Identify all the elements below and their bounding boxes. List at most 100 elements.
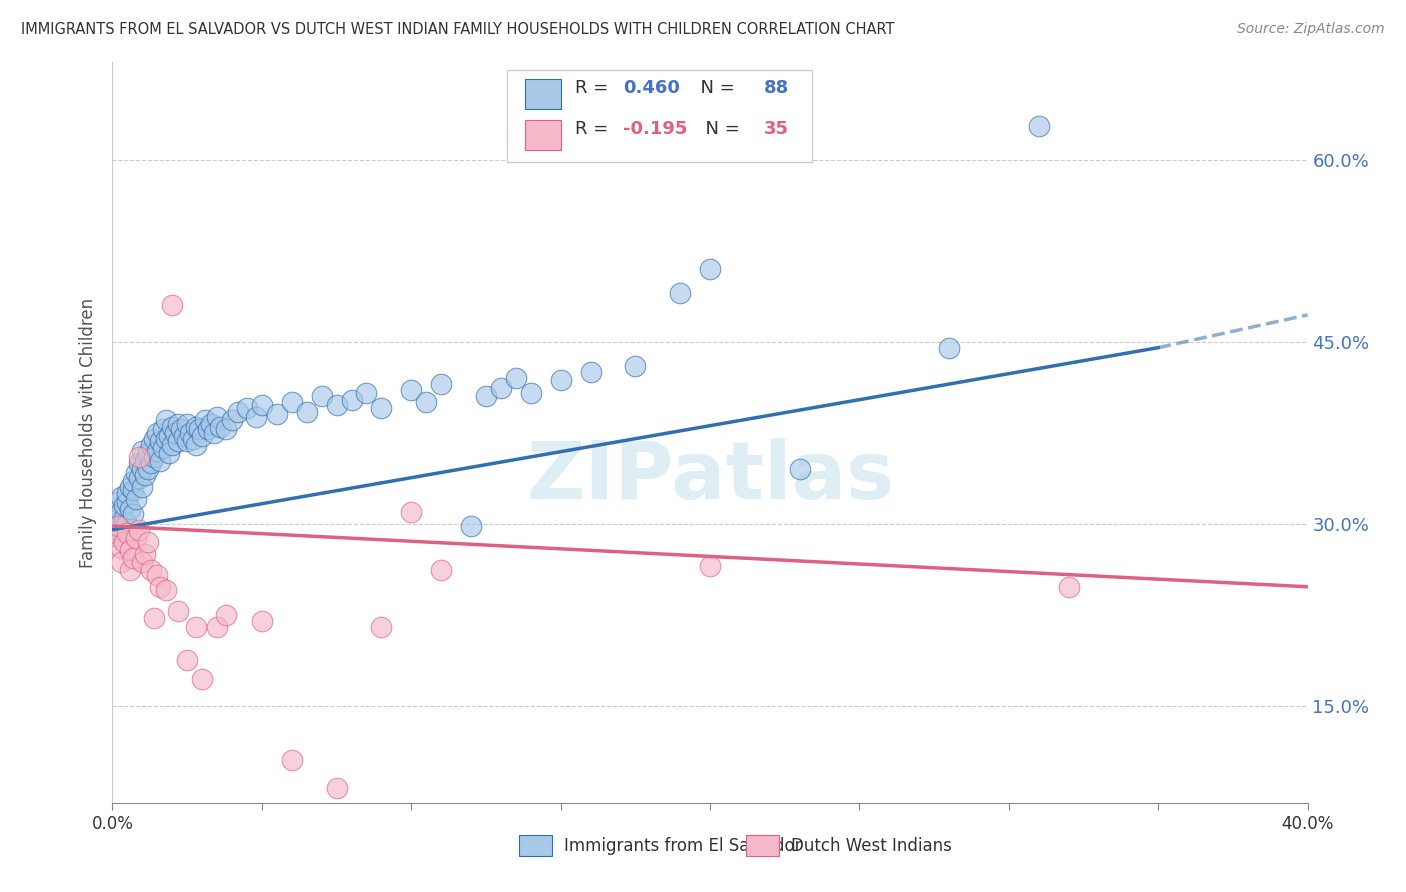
Point	[125, 466, 148, 480]
Point	[669, 286, 692, 301]
Point	[110, 556, 132, 570]
Point	[460, 519, 482, 533]
Point	[266, 408, 288, 422]
Point	[143, 432, 166, 446]
Point	[167, 434, 190, 449]
Text: -0.195: -0.195	[623, 120, 688, 138]
Point	[134, 547, 156, 561]
Point	[146, 567, 169, 582]
Bar	[747, 836, 779, 856]
Point	[120, 480, 142, 494]
Point	[505, 371, 527, 385]
Text: R =: R =	[575, 79, 614, 97]
Point	[430, 377, 453, 392]
Point	[579, 365, 602, 379]
Point	[202, 425, 225, 440]
Point	[107, 507, 129, 521]
Point	[1028, 119, 1050, 133]
Point	[128, 456, 150, 470]
Point	[146, 425, 169, 440]
Point	[134, 453, 156, 467]
Point	[186, 419, 208, 434]
Point	[624, 359, 647, 373]
Point	[152, 422, 174, 436]
Text: 88: 88	[763, 79, 789, 97]
Point	[128, 470, 150, 484]
Point	[128, 523, 150, 537]
Point	[134, 468, 156, 483]
Point	[179, 425, 201, 440]
FancyBboxPatch shape	[508, 70, 811, 162]
Point	[114, 499, 135, 513]
Point	[520, 385, 543, 400]
Point	[104, 529, 127, 543]
Point	[489, 381, 512, 395]
Point	[117, 486, 139, 500]
Point	[143, 611, 166, 625]
Point	[110, 504, 132, 518]
Point	[149, 434, 172, 449]
Text: Immigrants from El Salvador: Immigrants from El Salvador	[564, 837, 801, 855]
Point	[176, 417, 198, 431]
Point	[155, 413, 177, 427]
Point	[475, 389, 498, 403]
Point	[128, 450, 150, 464]
Point	[131, 480, 153, 494]
Point	[226, 405, 249, 419]
Point	[550, 373, 572, 387]
Point	[149, 580, 172, 594]
Point	[205, 409, 228, 424]
Point	[117, 526, 139, 541]
Point	[131, 443, 153, 458]
Point	[122, 507, 145, 521]
Point	[162, 298, 183, 312]
Point	[120, 563, 142, 577]
Point	[157, 429, 180, 443]
Point	[157, 446, 180, 460]
Point	[155, 432, 177, 446]
Point	[236, 401, 259, 416]
Point	[131, 462, 153, 476]
Point	[699, 559, 721, 574]
Point	[370, 401, 392, 416]
Point	[120, 543, 142, 558]
Point	[370, 620, 392, 634]
Point	[401, 504, 423, 518]
Point	[176, 434, 198, 449]
Point	[138, 462, 160, 476]
Bar	[524, 79, 561, 109]
Point	[162, 419, 183, 434]
Point	[401, 383, 423, 397]
Point	[138, 446, 160, 460]
Point	[311, 389, 333, 403]
Text: 0.460: 0.460	[623, 79, 679, 97]
Point	[245, 409, 267, 424]
Text: IMMIGRANTS FROM EL SALVADOR VS DUTCH WEST INDIAN FAMILY HOUSEHOLDS WITH CHILDREN: IMMIGRANTS FROM EL SALVADOR VS DUTCH WES…	[21, 22, 894, 37]
Point	[122, 550, 145, 565]
Point	[176, 652, 198, 666]
Point	[125, 492, 148, 507]
Point	[789, 462, 811, 476]
Point	[120, 502, 142, 516]
Point	[141, 563, 163, 577]
Point	[325, 398, 347, 412]
Point	[141, 438, 163, 452]
Text: N =: N =	[695, 120, 747, 138]
Text: ZIPatlas: ZIPatlas	[526, 438, 894, 516]
Point	[938, 341, 960, 355]
Point	[138, 534, 160, 549]
Point	[430, 563, 453, 577]
Point	[215, 607, 238, 622]
Text: Dutch West Indians: Dutch West Indians	[792, 837, 952, 855]
Point	[114, 510, 135, 524]
Point	[181, 432, 204, 446]
Point	[250, 398, 273, 412]
Point	[146, 443, 169, 458]
Point	[699, 261, 721, 276]
Point	[122, 474, 145, 488]
Point	[250, 614, 273, 628]
Point	[155, 583, 177, 598]
Point	[114, 534, 135, 549]
Bar	[524, 120, 561, 150]
Point	[188, 422, 211, 436]
